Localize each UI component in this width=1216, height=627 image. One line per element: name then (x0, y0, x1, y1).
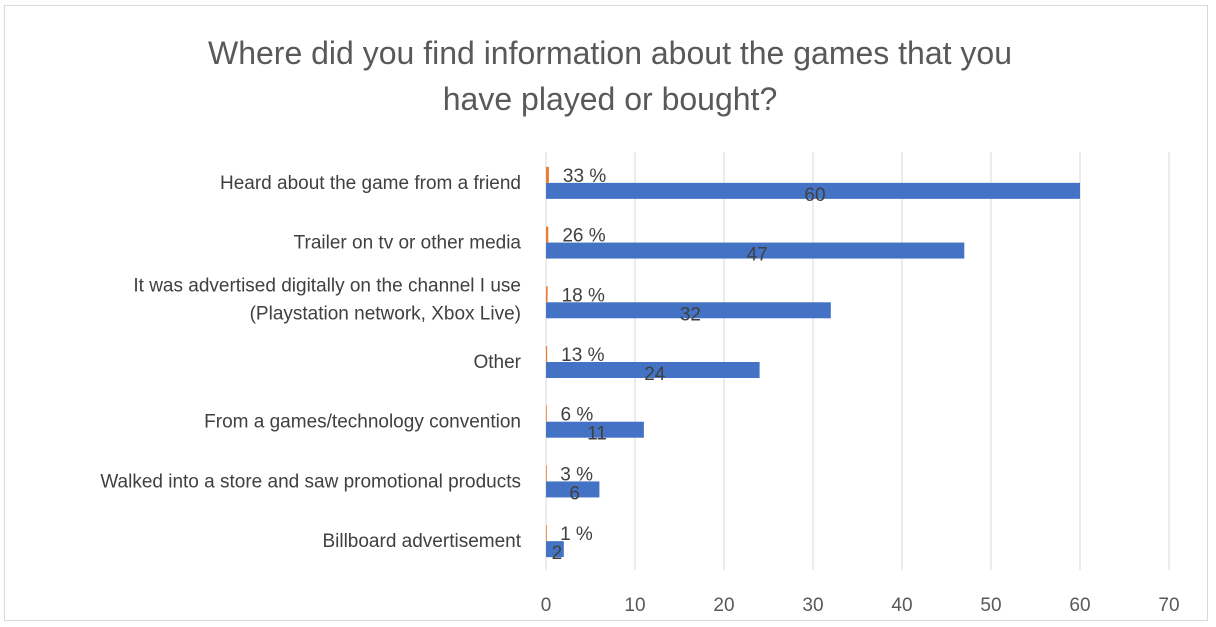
x-tick-label-0: 0 (541, 595, 552, 616)
data-label-count-2: 47 (747, 245, 768, 266)
bar-percent-4 (546, 346, 548, 362)
x-tick-label-40: 40 (891, 595, 912, 616)
category-label-4: Other (473, 352, 521, 373)
bar-percent-2 (546, 226, 549, 243)
bar-count-3 (546, 302, 831, 319)
data-label-count-3: 32 (680, 304, 701, 325)
bars (546, 166, 1080, 558)
bar-percent-6 (546, 465, 547, 482)
category-label-5: From a games/technology convention (204, 412, 521, 433)
category-label-7: Billboard advertisement (322, 531, 521, 552)
data-label-percent-5: 6 % (561, 405, 594, 426)
chart-title-line-1: Where did you find information about the… (208, 35, 1012, 71)
x-tick-label-20: 20 (713, 595, 734, 616)
x-tick-label-60: 60 (1069, 595, 1090, 616)
data-label-percent-4: 13 % (561, 345, 604, 366)
data-label-count-5: 11 (587, 424, 607, 445)
x-tick-label-10: 10 (624, 595, 645, 616)
chart-title: Where did you find information about the… (208, 35, 1012, 117)
bar-count-4 (546, 362, 760, 378)
data-label-count-4: 24 (644, 364, 666, 385)
bar-percent-7 (546, 525, 547, 542)
bar-count-1 (546, 182, 1080, 199)
bar-count-6 (546, 481, 600, 498)
chart-title-line-2: have played or bought? (443, 81, 777, 117)
data-label-percent-6: 3 % (560, 464, 593, 485)
bar-count-5 (546, 421, 644, 438)
bar-percent-1 (546, 166, 549, 183)
data-label-count-7: 2 (552, 543, 563, 564)
x-tick-label-70: 70 (1158, 595, 1179, 616)
data-label-percent-2: 26 % (562, 226, 605, 247)
bar-percent-5 (546, 405, 547, 422)
x-axis-tick-labels: 0 10 20 30 40 50 60 70 (541, 595, 1180, 616)
category-label-3-line-2: (Playstation network, Xbox Live) (250, 303, 521, 324)
bar-count-7 (546, 541, 564, 558)
category-label-1: Heard about the game from a friend (220, 173, 521, 194)
category-label-2: Trailer on tv or other media (294, 233, 522, 254)
x-tick-label-30: 30 (802, 595, 823, 616)
category-labels: Heard about the game from a friend Traile… (100, 173, 521, 552)
bar-count-2 (546, 242, 965, 259)
data-label-percent-7: 1 % (560, 524, 593, 545)
category-label-3-line-1: It was advertised digitally on the chann… (133, 275, 521, 296)
data-label-percent-1: 33 % (563, 166, 606, 187)
x-tick-label-50: 50 (980, 595, 1001, 616)
data-label-percent-3: 18 % (562, 285, 605, 306)
bar-percent-3 (546, 286, 548, 303)
category-label-6: Walked into a store and saw promotional … (100, 471, 521, 492)
data-label-count-1: 60 (804, 185, 825, 206)
data-label-count-6: 6 (569, 483, 580, 504)
gridlines (545, 152, 1170, 570)
data-labels: 33 % 60 26 % 47 18 % 32 13 % 24 6 %11 3 %6 1 %2 (552, 166, 826, 564)
